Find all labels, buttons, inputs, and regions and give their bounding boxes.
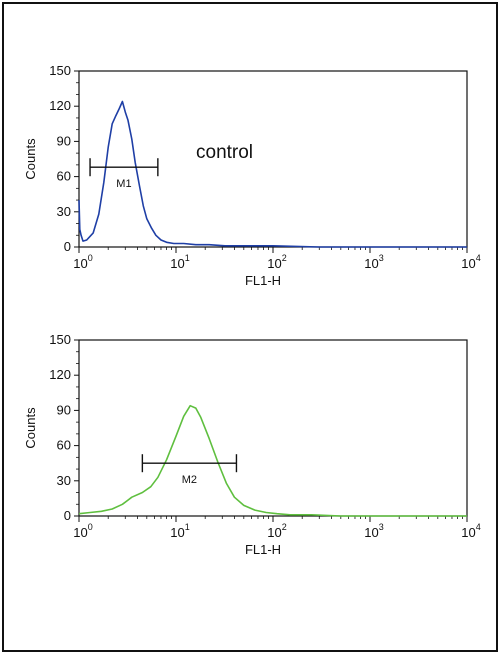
panel-2-y-tick-label: 150 [49, 332, 71, 347]
panel-2-y-tick-label: 90 [57, 402, 71, 417]
panel-1-x-tick-label: 102 [267, 253, 286, 271]
panel-1-y-tick-label: 30 [57, 204, 71, 219]
panel-1-annotation: control [196, 142, 253, 163]
panel-2-plot-area [78, 339, 468, 517]
panel-1-y-tick-label: 150 [49, 63, 71, 78]
panel-2-y-tick-label: 0 [64, 508, 71, 523]
panel-2-x-tick-label: 100 [73, 522, 92, 540]
panel-2-x-tick-label: 104 [461, 522, 480, 540]
panel-2-x-tick-label: 103 [364, 522, 383, 540]
panel-2-x-axis-label: FL1-H [245, 542, 281, 557]
panel-1-histogram-line [78, 100, 467, 248]
panel-1-plot-area [78, 70, 468, 248]
panel-1-y-tick-label: 0 [64, 239, 71, 254]
panel-1-y-tick-label: 120 [49, 98, 71, 113]
panel-2-histogram-line [78, 404, 467, 517]
panel-1-x-tick-label: 104 [461, 253, 480, 271]
panel-2-y-axis-label: Counts [23, 407, 38, 449]
panel-1-x-tick-label: 100 [73, 253, 92, 271]
panel-1-x-tick-label: 101 [170, 253, 189, 271]
panel-2-gate-label: M2 [182, 474, 197, 486]
panel-1-x-tick-label: 103 [364, 253, 383, 271]
panel-1-x-axis-label: FL1-H [245, 273, 281, 288]
panel-1-y-tick-label: 90 [57, 133, 71, 148]
panel-1-gate-label: M1 [116, 178, 131, 190]
panel-2-x-tick-label: 101 [170, 522, 189, 540]
panel-2-y-tick-label: 120 [49, 367, 71, 382]
panel-2-y-tick-label: 30 [57, 473, 71, 488]
panel-2-x-tick-label: 102 [267, 522, 286, 540]
panel-1-y-axis-label: Counts [23, 138, 38, 180]
panel-2-y-tick-label: 60 [57, 438, 71, 453]
panel-1-y-tick-label: 60 [57, 169, 71, 184]
